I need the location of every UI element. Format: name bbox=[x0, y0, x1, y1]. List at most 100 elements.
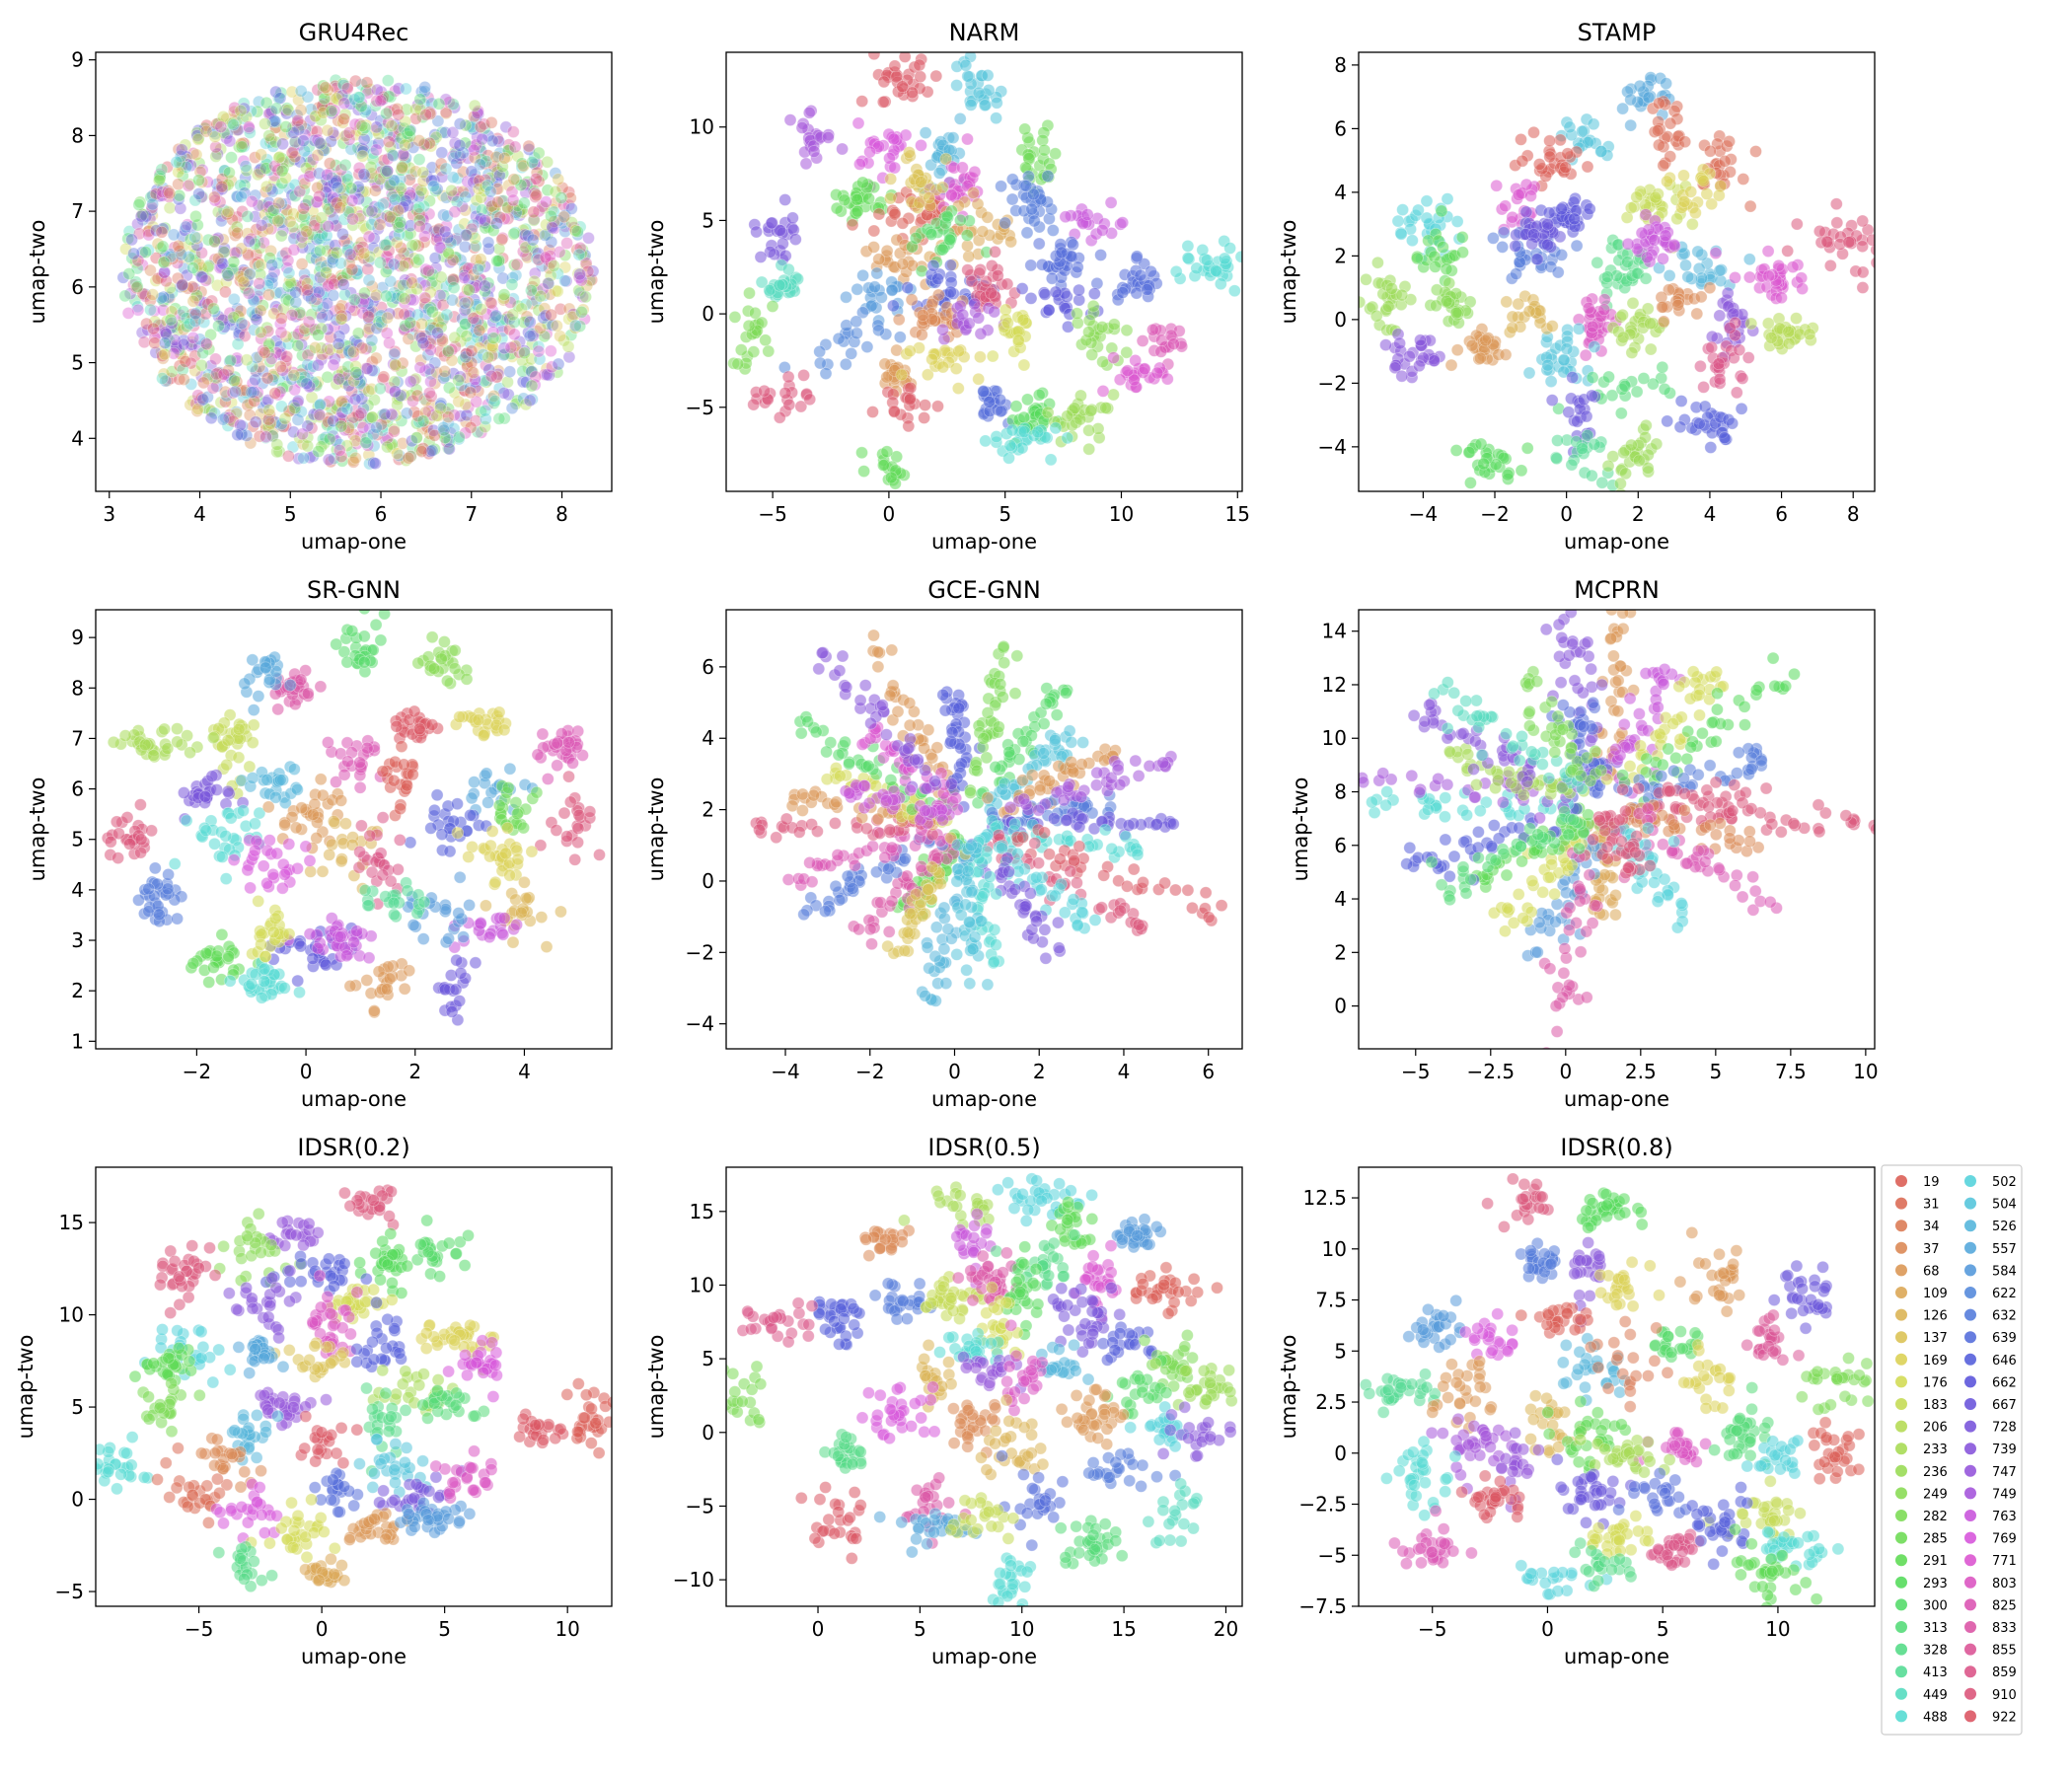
scatter-point bbox=[972, 86, 986, 100]
scatter-point bbox=[278, 197, 292, 211]
scatter-point bbox=[467, 366, 481, 380]
scatter-point bbox=[207, 235, 221, 249]
scatter-point bbox=[1733, 343, 1746, 357]
scatter-point bbox=[158, 221, 172, 235]
scatter-point bbox=[381, 311, 395, 325]
scatter-point bbox=[212, 319, 225, 333]
scatter-point bbox=[229, 229, 242, 243]
scatter-point bbox=[179, 354, 192, 368]
scatter-point bbox=[485, 349, 498, 363]
scatter-point bbox=[403, 124, 416, 138]
scatter-point bbox=[1074, 389, 1087, 403]
scatter-point bbox=[392, 108, 406, 121]
scatter-point bbox=[267, 175, 281, 188]
scatter-point bbox=[477, 156, 490, 170]
scatter-point bbox=[972, 311, 986, 325]
scatter-point bbox=[429, 185, 443, 197]
scatter-point bbox=[244, 397, 258, 410]
scatter-point bbox=[956, 161, 969, 175]
scatter-point bbox=[802, 106, 816, 119]
scatter-point bbox=[1566, 371, 1580, 384]
scatter-point bbox=[1582, 301, 1595, 315]
scatter-point bbox=[1449, 444, 1463, 457]
scatter-point bbox=[168, 241, 182, 255]
scatter-point bbox=[344, 182, 358, 195]
scatter-point bbox=[946, 131, 960, 145]
scatter-point bbox=[1587, 117, 1600, 131]
scatter-point bbox=[1650, 437, 1664, 451]
scatter-point bbox=[425, 305, 439, 319]
scatter-point bbox=[256, 377, 269, 390]
scatter-point bbox=[558, 249, 572, 262]
scatter-point bbox=[194, 190, 208, 204]
scatter-point bbox=[439, 279, 453, 293]
scatter-point bbox=[362, 273, 376, 287]
scatter-point bbox=[422, 386, 436, 400]
scatter-point bbox=[1379, 338, 1392, 352]
scatter-point bbox=[187, 281, 201, 295]
scatter-point bbox=[1630, 190, 1644, 204]
scatter-point bbox=[357, 168, 371, 182]
scatter-point bbox=[507, 259, 521, 271]
scatter-point bbox=[386, 441, 400, 455]
scatter-point bbox=[396, 436, 409, 450]
scatter-point bbox=[412, 134, 426, 147]
scatter-point bbox=[484, 115, 498, 129]
scatter-point bbox=[1497, 226, 1511, 240]
scatter-point bbox=[506, 340, 520, 354]
scatter-point bbox=[887, 132, 901, 146]
scatter-point bbox=[241, 209, 255, 223]
scatter-point bbox=[503, 762, 517, 776]
scatter-point bbox=[143, 263, 157, 277]
y-tick-label: 8 bbox=[71, 123, 84, 147]
scatter-point bbox=[468, 168, 481, 182]
scatter-point bbox=[359, 84, 373, 98]
scatter-point bbox=[1016, 313, 1030, 327]
scatter-point bbox=[328, 320, 341, 333]
scatter-point bbox=[1024, 259, 1038, 272]
scatter-point bbox=[245, 386, 259, 399]
scatter-point bbox=[280, 102, 294, 115]
scatter-point bbox=[394, 185, 407, 199]
scatter-point bbox=[365, 204, 379, 218]
scatter-point bbox=[175, 251, 188, 264]
scatter-point bbox=[1704, 441, 1718, 454]
scatter-point bbox=[1406, 234, 1419, 248]
scatter-point bbox=[327, 358, 340, 372]
scatter-point bbox=[300, 377, 314, 391]
scatter-point bbox=[188, 291, 202, 305]
scatter-point bbox=[971, 197, 985, 211]
scatter-point bbox=[476, 132, 489, 146]
scatter-point bbox=[323, 432, 336, 446]
scatter-point bbox=[276, 137, 290, 151]
scatter-point bbox=[185, 280, 199, 294]
scatter-point bbox=[222, 166, 236, 180]
scatter-point bbox=[344, 268, 358, 282]
scatter-point bbox=[163, 186, 177, 200]
scatter-point bbox=[500, 150, 514, 164]
scatter-point bbox=[867, 52, 881, 61]
scatter-point bbox=[877, 75, 891, 89]
scatter-point bbox=[1005, 423, 1019, 437]
scatter-point bbox=[528, 151, 541, 165]
scatter-point bbox=[231, 226, 245, 240]
scatter-point bbox=[142, 224, 156, 238]
scatter-point bbox=[409, 431, 423, 445]
scatter-point bbox=[206, 302, 220, 316]
scatter-point bbox=[560, 830, 573, 844]
scatter-point bbox=[1032, 237, 1046, 251]
scatter-point bbox=[337, 338, 351, 352]
scatter-point bbox=[235, 267, 249, 281]
scatter-point bbox=[759, 333, 773, 347]
scatter-point bbox=[931, 272, 944, 286]
scatter-point bbox=[327, 288, 340, 302]
scatter-point bbox=[1667, 238, 1681, 252]
scatter-point bbox=[310, 233, 324, 247]
scatter-point bbox=[458, 290, 472, 304]
scatter-point bbox=[1651, 123, 1665, 137]
scatter-point bbox=[962, 250, 976, 263]
scatter-point bbox=[333, 443, 346, 457]
scatter-point bbox=[448, 643, 462, 657]
scatter-point bbox=[530, 172, 543, 185]
scatter-point bbox=[968, 297, 982, 311]
